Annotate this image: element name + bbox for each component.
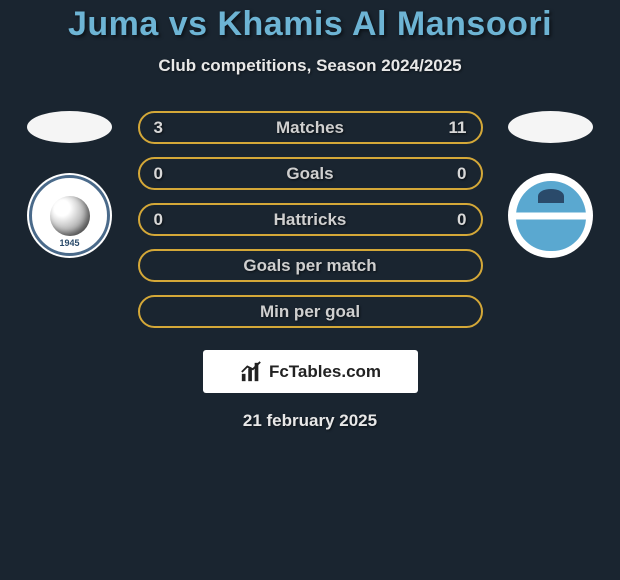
stats-column: 3 Matches 11 0 Goals 0 0 Hattricks 0 Goa… — [138, 111, 483, 328]
club-left-year: 1945 — [59, 238, 79, 248]
stat-row-matches: 3 Matches 11 — [138, 111, 483, 144]
stat-label: Goals — [286, 164, 333, 184]
stat-right-value: 0 — [447, 210, 467, 230]
brand-badge: FcTables.com — [203, 350, 418, 393]
right-side — [501, 111, 601, 258]
comparison-body: 1945 3 Matches 11 0 Goals 0 0 Hattricks … — [0, 111, 620, 328]
stat-row-goals: 0 Goals 0 — [138, 157, 483, 190]
page-title: Juma vs Khamis Al Mansoori — [0, 5, 620, 44]
stat-label: Hattricks — [274, 210, 347, 230]
stat-row-min-per-goal: Min per goal — [138, 295, 483, 328]
club-badge-right — [508, 173, 593, 258]
stat-label: Min per goal — [260, 302, 360, 322]
stat-left-value: 3 — [154, 118, 174, 138]
player-right-avatar — [508, 111, 593, 143]
stat-row-hattricks: 0 Hattricks 0 — [138, 203, 483, 236]
bar-chart-icon — [239, 361, 263, 383]
stat-label: Goals per match — [243, 256, 376, 276]
stat-right-value: 0 — [447, 164, 467, 184]
stat-right-value: 11 — [447, 118, 467, 138]
date-text: 21 february 2025 — [0, 411, 620, 431]
player-left-avatar — [27, 111, 112, 143]
left-side: 1945 — [20, 111, 120, 258]
stat-row-goals-per-match: Goals per match — [138, 249, 483, 282]
ball-icon — [50, 196, 90, 236]
stat-left-value: 0 — [154, 164, 174, 184]
club-badge-left: 1945 — [27, 173, 112, 258]
brand-text: FcTables.com — [269, 362, 381, 382]
subtitle: Club competitions, Season 2024/2025 — [0, 56, 620, 76]
shield-icon — [516, 181, 586, 251]
stat-label: Matches — [276, 118, 344, 138]
stat-left-value: 0 — [154, 210, 174, 230]
comparison-card: Juma vs Khamis Al Mansoori Club competit… — [0, 0, 620, 431]
